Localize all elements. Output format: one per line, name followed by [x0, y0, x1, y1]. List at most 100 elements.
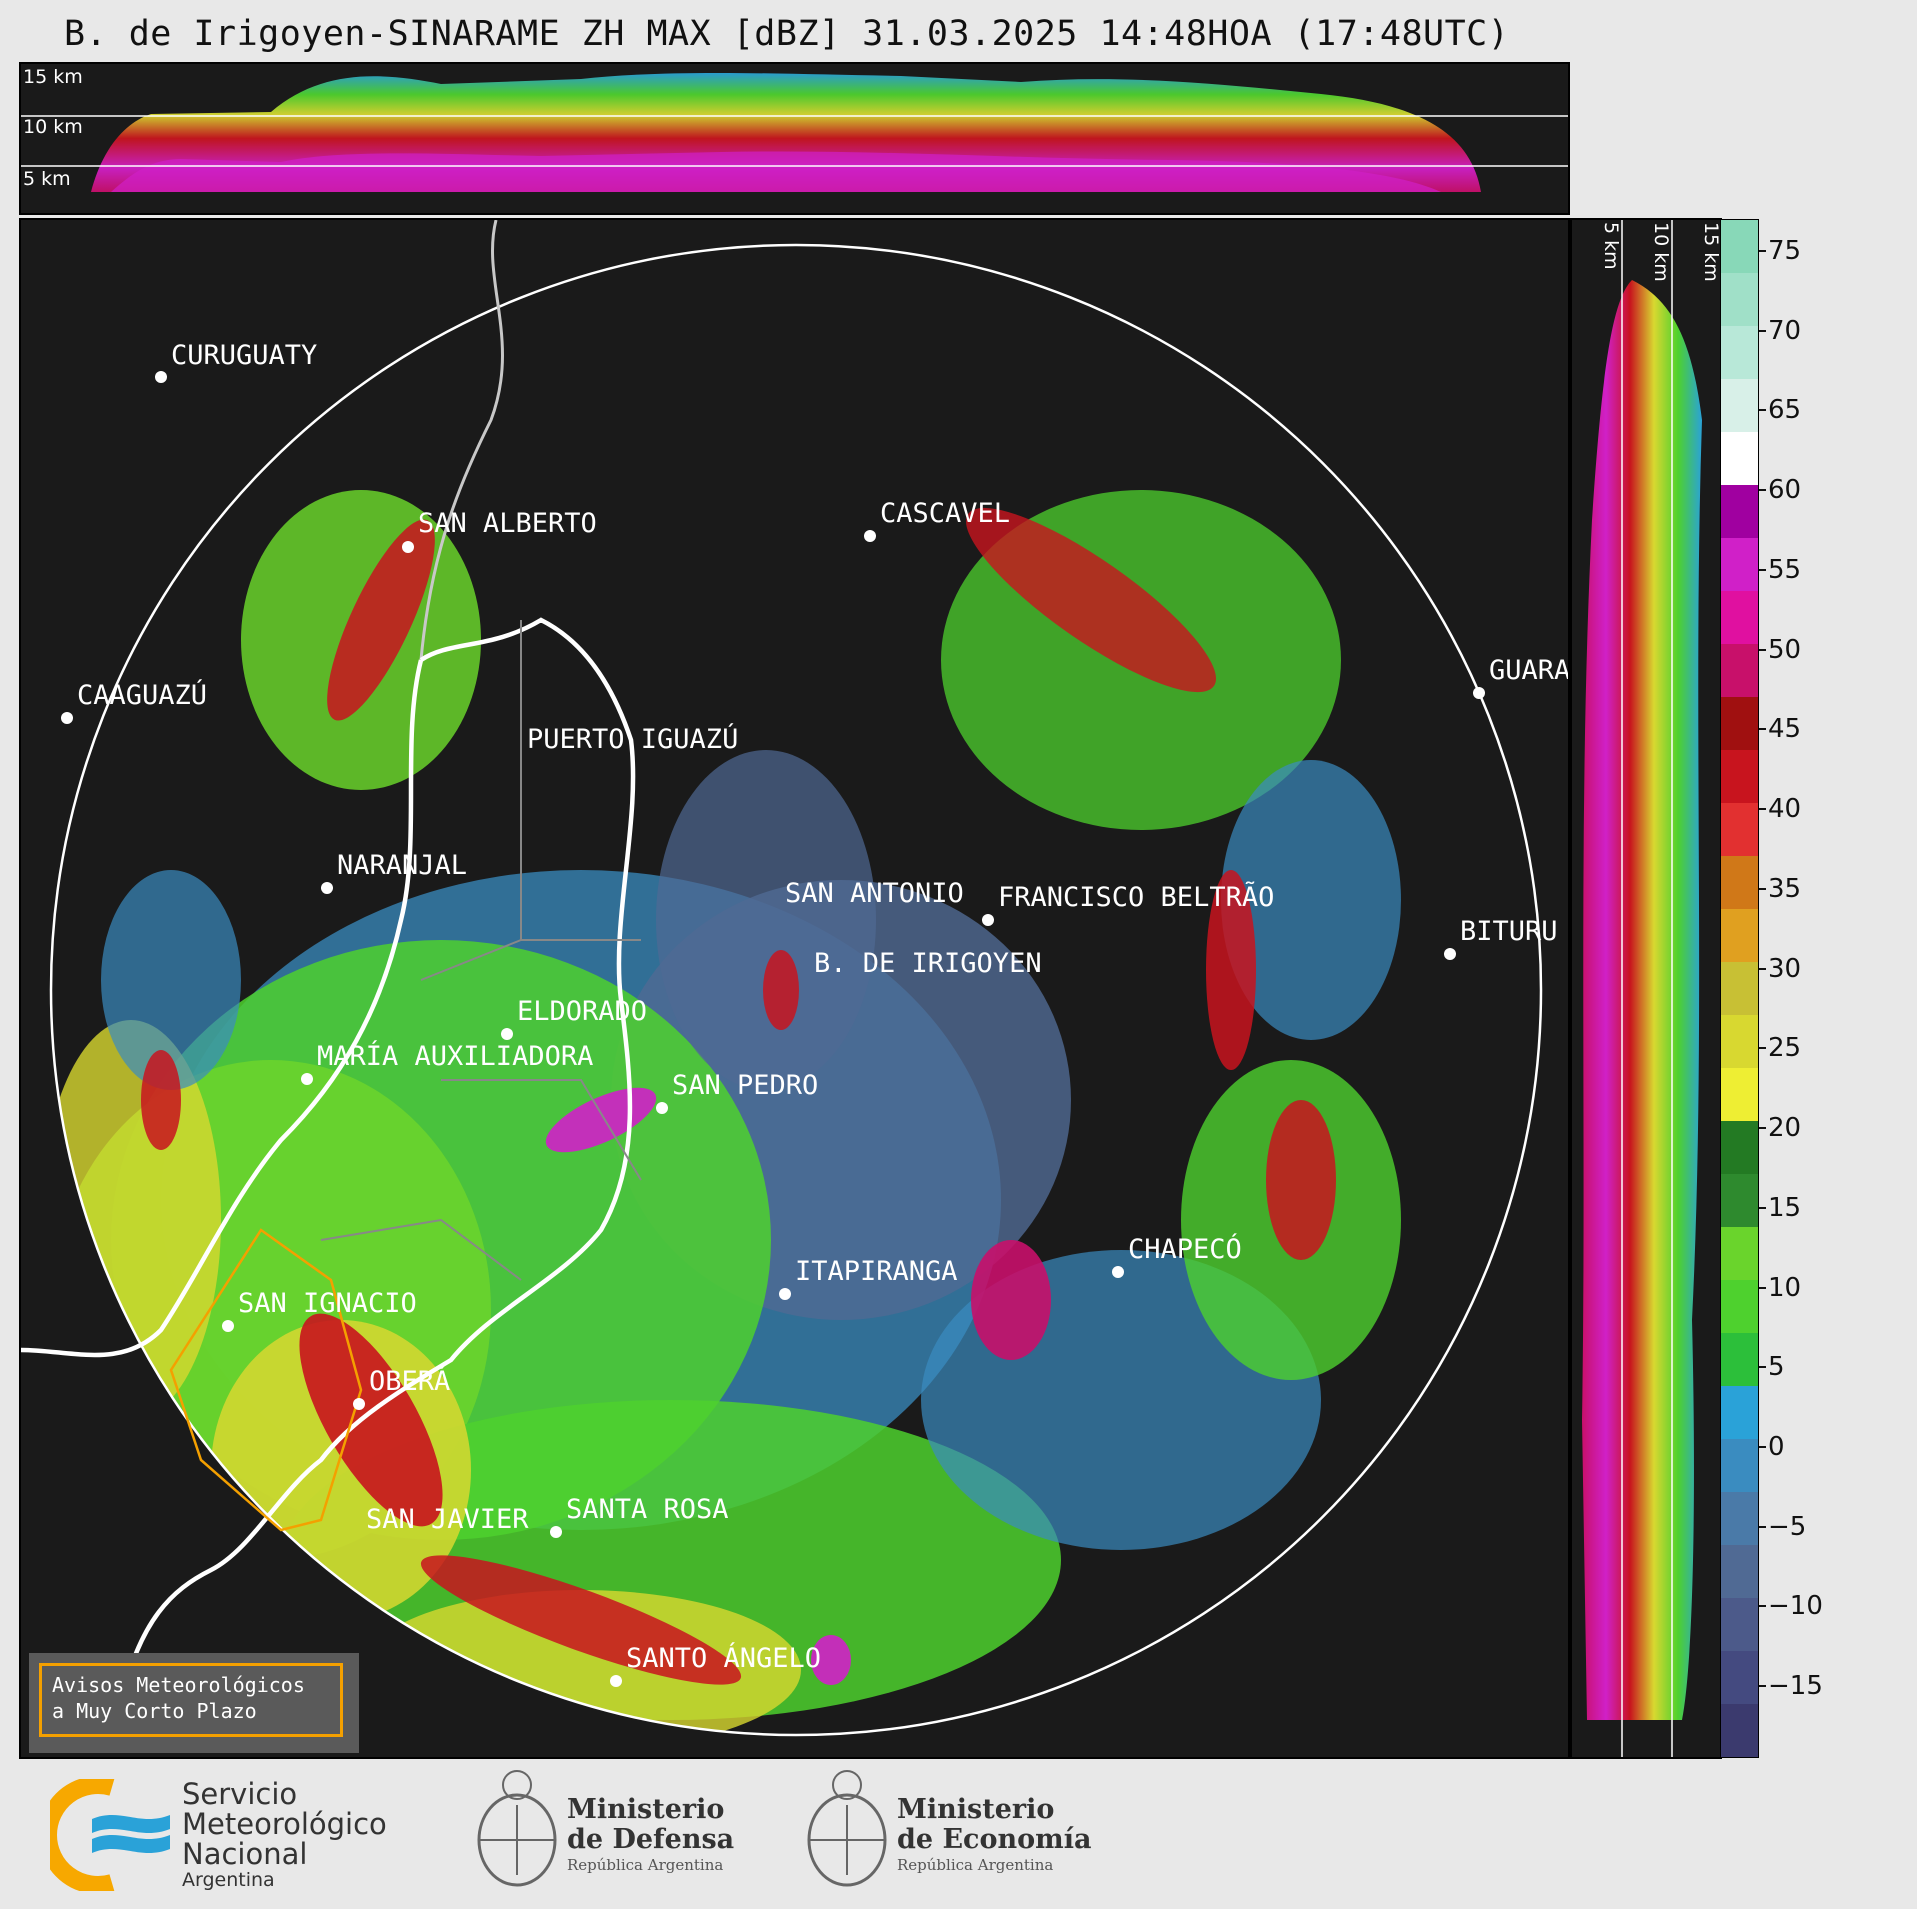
city-dot-naranjal	[321, 882, 333, 894]
colorbar-tick-mark	[1759, 1605, 1766, 1608]
smn-line-2: Meteorológico	[182, 1807, 387, 1841]
city-label-eldorado: ELDORADO	[517, 996, 648, 1027]
colorbar-tick-label: −5	[1768, 1511, 1807, 1542]
top-strip-km-5: 5 km	[23, 168, 71, 190]
city-label-san-ignacio: SAN IGNACIO	[238, 1288, 417, 1319]
defensa-line-2: de Defensa	[567, 1824, 735, 1855]
colorbar-tick-label: 45	[1768, 714, 1802, 745]
colorbar-tick-label: 50	[1768, 634, 1802, 665]
smn-line-1: Servicio	[182, 1777, 298, 1811]
city-label-naranjal: NARANJAL	[337, 850, 468, 881]
defensa-line-1: Ministerio	[567, 1794, 725, 1825]
colorbar-tick-label: 35	[1768, 873, 1802, 904]
city-label-obera: OBERÁ	[369, 1366, 451, 1397]
colorbar-tick-mark	[1759, 1366, 1766, 1369]
city-label-curuguaty: CURUGUATY	[171, 340, 318, 371]
colorbar-tick-mark	[1759, 1286, 1766, 1289]
top-cross-section-strip: 15 km 10 km 5 km	[19, 62, 1570, 215]
colorbar	[1720, 219, 1759, 1758]
colorbar-tick-label: 40	[1768, 794, 1802, 825]
range-ring	[49, 243, 1543, 1737]
colorbar-tick-mark	[1759, 568, 1766, 571]
colorbar-tick-mark	[1759, 1047, 1766, 1050]
warning-box: Avisos Meteorológicos a Muy Corto Plazo	[29, 1653, 359, 1753]
city-label-san-alberto: SAN ALBERTO	[418, 508, 597, 539]
colorbar-tick-mark	[1759, 409, 1766, 412]
colorbar-tick-label: −10	[1768, 1591, 1823, 1622]
colorbar-tick-mark	[1759, 249, 1766, 252]
city-label-santo-angelo: SANTO ÁNGELO	[626, 1643, 822, 1674]
top-strip-km-10: 10 km	[23, 116, 83, 138]
side-strip-km-15: 15 km	[1700, 222, 1722, 282]
colorbar-tick-label: 65	[1768, 395, 1802, 426]
city-label-chapeco: CHAPECÓ	[1128, 1234, 1242, 1265]
colorbar-tick-label: −15	[1768, 1671, 1823, 1702]
city-dot-san-ignacio	[222, 1320, 234, 1332]
economia-logo-text: Ministerio de Economía República Argenti…	[897, 1795, 1091, 1875]
colorbar-tick-label: 0	[1768, 1432, 1785, 1462]
footer-logos: Servicio Meteorológico Nacional Argentin…	[0, 1765, 1917, 1909]
city-label-b-de-irigoyen: B. DE IRIGOYEN	[814, 948, 1042, 979]
city-dot-san-alberto	[402, 541, 414, 553]
side-strip-km-10: 10 km	[1650, 222, 1672, 282]
city-dot-obera	[353, 1398, 365, 1410]
colorbar-tick-mark	[1759, 887, 1766, 890]
economia-coat-of-arms-icon	[807, 1770, 887, 1887]
city-label-francisco-beltrao: FRANCISCO BELTRÃO	[998, 882, 1275, 913]
city-label-san-pedro: SAN PEDRO	[672, 1070, 819, 1101]
smn-line-4: Argentina	[182, 1869, 275, 1891]
colorbar-tick-label: 5	[1768, 1352, 1785, 1383]
city-dot-curuguaty	[155, 371, 167, 383]
colorbar-tick-mark	[1759, 728, 1766, 731]
city-label-maria-auxiliadora: MARÍA AUXILIADORA	[317, 1041, 594, 1072]
colorbar-tick-mark	[1759, 967, 1766, 970]
side-strip-km-5: 5 km	[1600, 222, 1622, 270]
smn-logo-icon	[50, 1779, 170, 1891]
city-dot-caaguazu	[61, 712, 73, 724]
city-dot-chapeco	[1112, 1266, 1124, 1278]
smn-line-3: Nacional	[182, 1837, 308, 1871]
city-dot-francisco-beltrao	[982, 914, 994, 926]
economia-line-1: Ministerio	[897, 1794, 1055, 1825]
colorbar-tick-label: 75	[1768, 235, 1802, 266]
defensa-line-3: República Argentina	[567, 1856, 724, 1874]
city-label-san-javier: SAN JAVIER	[366, 1504, 529, 1535]
warning-box-inner: Avisos Meteorológicos a Muy Corto Plazo	[39, 1663, 343, 1737]
colorbar-tick-label: 10	[1768, 1272, 1802, 1303]
city-dot-bituruna	[1444, 948, 1456, 960]
city-label-santa-rosa: SANTA ROSA	[566, 1494, 729, 1525]
department-borders	[320, 620, 642, 1281]
economia-line-3: República Argentina	[897, 1856, 1054, 1874]
colorbar-tick-label: 30	[1768, 953, 1802, 984]
top-strip-km-15: 15 km	[23, 66, 83, 88]
city-dot-guarapuava	[1473, 687, 1485, 699]
colorbar-tick-mark	[1759, 808, 1766, 811]
defensa-logo-text: Ministerio de Defensa República Argentin…	[567, 1795, 734, 1875]
colorbar-tick-label: 60	[1768, 475, 1802, 506]
warning-line-2: a Muy Corto Plazo	[52, 1699, 257, 1723]
colorbar-tick-mark	[1759, 329, 1766, 332]
colorbar-tick-mark	[1759, 1525, 1766, 1528]
city-label-caaguazu: CAAGUAZÚ	[77, 680, 208, 711]
colorbar-tick-mark	[1759, 1127, 1766, 1130]
colorbar-tick-mark	[1759, 648, 1766, 651]
side-cross-section-strip: 5 km 10 km 15 km	[1570, 218, 1722, 1759]
city-dot-cascavel	[864, 530, 876, 542]
city-dot-santo-angelo	[610, 1675, 622, 1687]
colorbar-tick-mark	[1759, 1685, 1766, 1688]
top-strip-echoes	[21, 72, 1568, 192]
city-label-cascavel: CASCAVEL	[880, 498, 1011, 529]
border-misiones	[21, 617, 636, 1701]
colorbar-tick-label: 25	[1768, 1033, 1802, 1064]
defensa-coat-of-arms-icon	[477, 1770, 557, 1887]
warning-polygon	[169, 1228, 363, 1532]
city-label-san-antonio: SAN ANTONIO	[785, 878, 964, 909]
economia-line-2: de Economía	[897, 1824, 1092, 1855]
smn-logo-text: Servicio Meteorológico Nacional Argentin…	[182, 1779, 387, 1891]
colorbar-tick-mark	[1759, 1446, 1766, 1448]
radar-map-graphics	[21, 220, 1543, 1737]
city-dot-san-pedro	[656, 1102, 668, 1114]
colorbar-tick-label: 15	[1768, 1192, 1802, 1223]
city-dot-itapiranga	[779, 1288, 791, 1300]
city-dot-eldorado	[501, 1028, 513, 1040]
